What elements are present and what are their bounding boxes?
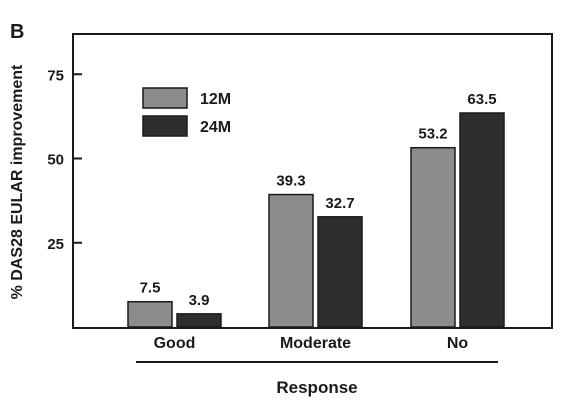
data-label: 63.5 — [467, 91, 496, 108]
y-ticks: 25 50 75 — [47, 67, 82, 253]
bar-12m-no — [410, 146, 456, 328]
legend-label-12m: 12M — [200, 91, 231, 108]
y-axis-label: % DAS28 EULAR improvement — [9, 64, 26, 299]
x-category-label: No — [447, 335, 469, 352]
x-axis-label: Response — [276, 378, 357, 397]
x-category-label: Good — [154, 335, 196, 352]
data-label: 53.2 — [418, 126, 447, 143]
bar-12m-good — [127, 300, 173, 328]
y-tick-label: 50 — [47, 152, 64, 169]
data-label: 3.9 — [189, 292, 210, 309]
bars: 7.5 39.3 53.2 3.9 32.7 63.5 — [127, 91, 505, 328]
bar-12m-moderate — [268, 193, 314, 328]
legend: 12M 24M — [142, 87, 231, 137]
legend-label-24m: 24M — [200, 119, 231, 136]
data-label: 32.7 — [325, 195, 354, 212]
bar-24m-moderate — [317, 216, 363, 328]
plot-frame — [72, 33, 553, 329]
y-tick-label: 75 — [47, 67, 64, 84]
panel-label: B — [10, 21, 24, 43]
data-label: 7.5 — [140, 280, 161, 297]
legend-swatch-24m — [142, 115, 188, 137]
legend-swatch-12m — [142, 87, 188, 109]
data-label: 39.3 — [276, 173, 305, 190]
bar-24m-good — [176, 313, 222, 328]
x-category-labels: Good Moderate No — [154, 335, 469, 352]
y-tick-label: 25 — [47, 236, 64, 253]
x-category-label: Moderate — [280, 335, 351, 352]
bar-24m-no — [459, 112, 505, 328]
